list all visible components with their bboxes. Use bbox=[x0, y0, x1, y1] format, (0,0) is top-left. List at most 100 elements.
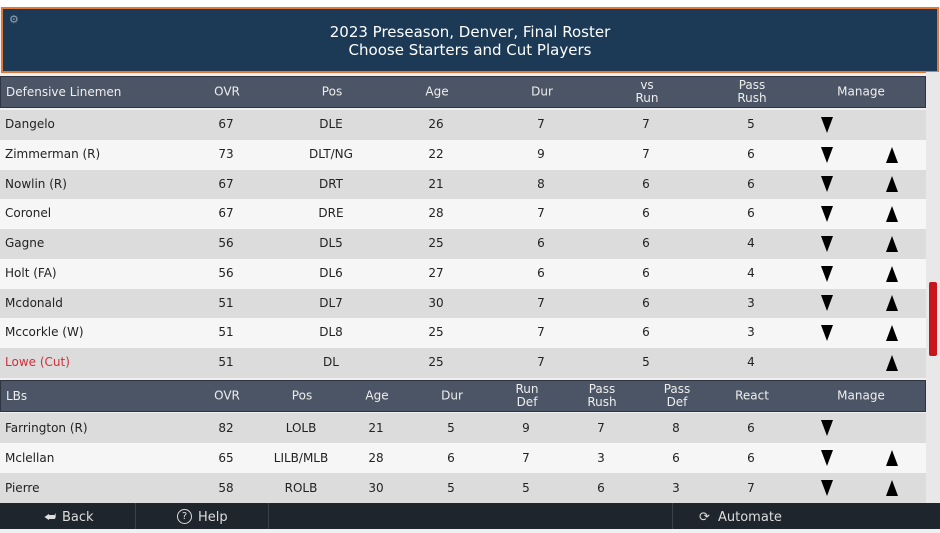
table-row: Gagne 56 DL5 25 6 6 4 bbox=[0, 229, 926, 259]
header-line: Defensive Linemen bbox=[6, 85, 122, 99]
player-name[interactable]: Mcdonald bbox=[5, 295, 63, 310]
stat-cell: 6 bbox=[642, 295, 650, 310]
scroll-thumb[interactable] bbox=[929, 282, 937, 356]
header-line: Run bbox=[515, 382, 539, 396]
move-down-button[interactable] bbox=[821, 420, 833, 436]
move-up-button[interactable] bbox=[886, 206, 898, 223]
move-up-button[interactable] bbox=[886, 325, 898, 342]
table-row: Mclellan 65 LILB/MLB 28 6 7 3 6 6 bbox=[0, 443, 926, 473]
header-line: vs bbox=[640, 78, 654, 92]
header-line: Dur bbox=[441, 388, 463, 403]
back-button[interactable]: ⮨ Back bbox=[0, 503, 136, 529]
move-up-button[interactable] bbox=[886, 265, 898, 282]
player-name[interactable]: Zimmerman (R) bbox=[5, 146, 101, 161]
help-button[interactable]: ? Help bbox=[135, 503, 269, 529]
header-line: OVR bbox=[214, 84, 240, 99]
stat-cell: 6 bbox=[747, 451, 755, 465]
stat-cell: 51 bbox=[218, 295, 234, 310]
move-down-button[interactable] bbox=[821, 325, 833, 342]
move-down-button[interactable] bbox=[821, 146, 833, 163]
stat-cell: 73 bbox=[218, 146, 234, 161]
player-name[interactable]: Dangelo bbox=[5, 117, 55, 131]
move-up-button[interactable] bbox=[886, 354, 898, 371]
back-label: Back bbox=[62, 510, 94, 525]
stat-cell: 7 bbox=[597, 421, 605, 435]
column-header: Manage bbox=[837, 85, 885, 99]
stat-cell: DL6 bbox=[319, 265, 343, 280]
player-name[interactable]: Nowlin (R) bbox=[5, 176, 67, 191]
title-bar bbox=[0, 0, 940, 7]
move-up-button[interactable] bbox=[886, 295, 898, 312]
stat-cell: 9 bbox=[522, 421, 530, 435]
player-name[interactable]: Coronel bbox=[5, 206, 52, 221]
header-line: Manage bbox=[837, 388, 885, 403]
header-line: Pos bbox=[321, 84, 343, 99]
stat-cell: DRT bbox=[318, 176, 344, 191]
stat-cell: 9 bbox=[537, 146, 545, 161]
stat-cell: 5 bbox=[747, 117, 755, 131]
stat-cell: 7 bbox=[522, 451, 530, 465]
stat-cell: DLE bbox=[319, 117, 343, 131]
stat-cell: 5 bbox=[642, 355, 650, 369]
player-name[interactable]: Mclellan bbox=[5, 451, 55, 465]
column-header: OVR bbox=[214, 389, 240, 403]
stat-cell: 5 bbox=[522, 481, 530, 495]
column-header: Pass Rush bbox=[587, 383, 616, 409]
stat-cell: 6 bbox=[642, 265, 650, 280]
stat-cell: 3 bbox=[747, 295, 755, 310]
stat-cell: 67 bbox=[218, 176, 234, 191]
stat-cell: 56 bbox=[218, 265, 234, 280]
stat-cell: DL8 bbox=[319, 325, 343, 340]
column-header: LBs bbox=[6, 389, 27, 403]
move-down-button[interactable] bbox=[821, 295, 833, 312]
column-header: Pass Def bbox=[664, 383, 691, 409]
stat-cell: 51 bbox=[218, 325, 234, 340]
automate-button[interactable]: ⟳ Automate bbox=[672, 503, 940, 529]
stat-cell: 6 bbox=[597, 481, 605, 495]
stat-cell: 25 bbox=[428, 325, 444, 340]
player-name[interactable]: Pierre bbox=[5, 481, 40, 495]
stat-cell: 58 bbox=[218, 481, 234, 495]
move-down-button[interactable] bbox=[821, 235, 833, 252]
player-name[interactable]: Lowe (Cut) bbox=[5, 355, 70, 369]
table-row: Mccorkle (W) 51 DL8 25 7 6 3 bbox=[0, 318, 926, 348]
move-up-button[interactable] bbox=[886, 450, 898, 466]
move-down-button[interactable] bbox=[821, 450, 833, 466]
player-name[interactable]: Mccorkle (W) bbox=[5, 325, 84, 340]
stat-cell: 27 bbox=[428, 265, 444, 280]
move-up-button[interactable] bbox=[886, 176, 898, 193]
column-header: Defensive Linemen bbox=[6, 85, 121, 99]
move-up-button[interactable] bbox=[886, 146, 898, 163]
move-down-button[interactable] bbox=[821, 265, 833, 282]
stat-cell: 7 bbox=[747, 481, 755, 495]
stat-cell: LOLB bbox=[285, 421, 317, 435]
header-line: Dur bbox=[531, 84, 553, 99]
column-header: vs Run bbox=[635, 79, 658, 105]
stat-cell: 82 bbox=[218, 421, 234, 435]
player-name[interactable]: Farrington (R) bbox=[5, 421, 88, 435]
player-name[interactable]: Gagne bbox=[5, 236, 45, 250]
move-down-button[interactable] bbox=[821, 116, 833, 133]
player-name[interactable]: Holt (FA) bbox=[5, 265, 57, 280]
header-line: Rush bbox=[587, 395, 617, 409]
table-row: Pierre 58 ROLB 30 5 5 6 3 7 bbox=[0, 473, 926, 503]
move-down-button[interactable] bbox=[821, 176, 833, 193]
title: 2023 Preseason, Denver, Final Roster bbox=[329, 23, 611, 41]
stat-cell: 7 bbox=[537, 206, 545, 221]
stat-cell: 6 bbox=[537, 265, 545, 280]
column-header: Pass Rush bbox=[737, 79, 766, 105]
move-up-button[interactable] bbox=[886, 235, 898, 252]
stat-cell: 6 bbox=[747, 146, 755, 161]
move-up-button[interactable] bbox=[886, 480, 898, 496]
settings-icon[interactable]: ⚙ bbox=[9, 13, 19, 26]
move-down-button[interactable] bbox=[821, 480, 833, 496]
stat-cell: 6 bbox=[672, 451, 680, 465]
footer: ⮨ Back ? Help ⟳ Automate bbox=[0, 503, 940, 529]
stat-cell: 6 bbox=[747, 206, 755, 221]
table-row: Zimmerman (R) 73 DLT/NG 22 9 7 6 bbox=[0, 139, 926, 170]
header-line: Pass bbox=[738, 78, 766, 92]
header: ⚙ 2023 Preseason, Denver, Final Roster C… bbox=[1, 7, 939, 73]
footer-spacer bbox=[268, 503, 673, 529]
move-down-button[interactable] bbox=[821, 206, 833, 223]
stat-cell: DL bbox=[323, 355, 339, 369]
